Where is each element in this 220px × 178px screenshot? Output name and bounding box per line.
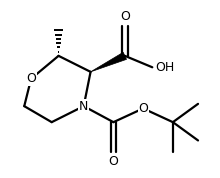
- Text: N: N: [79, 100, 88, 113]
- Text: O: O: [138, 102, 148, 115]
- Text: O: O: [120, 10, 130, 23]
- Text: O: O: [26, 72, 36, 85]
- Text: OH: OH: [156, 61, 175, 74]
- Polygon shape: [91, 52, 126, 72]
- Text: O: O: [108, 155, 118, 168]
